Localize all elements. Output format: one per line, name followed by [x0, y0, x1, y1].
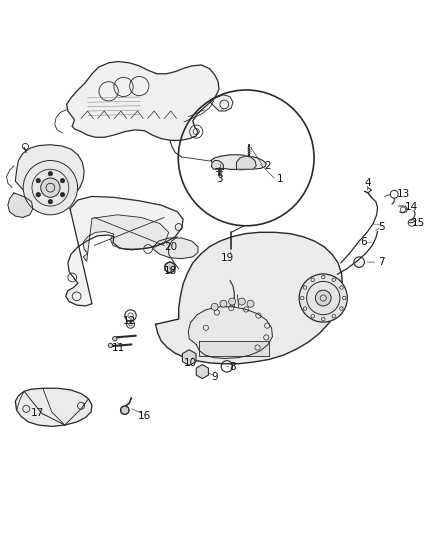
Text: 16: 16 — [138, 411, 151, 421]
Text: 19: 19 — [221, 253, 234, 263]
Text: 7: 7 — [378, 257, 385, 267]
Text: 18: 18 — [164, 266, 177, 276]
Circle shape — [247, 300, 254, 307]
Circle shape — [211, 303, 218, 310]
Polygon shape — [211, 155, 266, 169]
Polygon shape — [188, 307, 272, 359]
Polygon shape — [210, 95, 233, 111]
Circle shape — [108, 343, 113, 348]
Text: 1: 1 — [277, 174, 284, 184]
Text: 15: 15 — [412, 217, 425, 228]
Text: 17: 17 — [31, 408, 44, 418]
Polygon shape — [199, 341, 269, 356]
Circle shape — [48, 199, 53, 204]
Circle shape — [36, 179, 40, 183]
Text: 8: 8 — [229, 362, 236, 372]
Polygon shape — [15, 145, 84, 201]
Polygon shape — [212, 160, 223, 169]
Circle shape — [48, 172, 53, 176]
Text: 5: 5 — [378, 222, 385, 232]
Polygon shape — [155, 232, 343, 364]
Circle shape — [165, 262, 175, 273]
Text: 2: 2 — [264, 161, 271, 171]
Circle shape — [299, 274, 347, 322]
Circle shape — [220, 300, 227, 307]
Polygon shape — [15, 388, 92, 426]
Polygon shape — [8, 193, 33, 217]
Polygon shape — [237, 156, 256, 169]
Text: 13: 13 — [396, 189, 410, 199]
Circle shape — [120, 406, 129, 415]
Polygon shape — [66, 197, 183, 306]
Text: 9: 9 — [211, 372, 218, 382]
Circle shape — [229, 298, 236, 305]
Text: 6: 6 — [360, 237, 367, 247]
Polygon shape — [83, 215, 169, 261]
Circle shape — [315, 290, 331, 306]
Circle shape — [23, 160, 78, 215]
Circle shape — [60, 179, 65, 183]
Circle shape — [113, 336, 117, 341]
Circle shape — [36, 192, 40, 197]
Text: 10: 10 — [184, 358, 197, 368]
Text: 20: 20 — [164, 242, 177, 252]
Text: 14: 14 — [405, 203, 418, 212]
Text: 11: 11 — [112, 343, 125, 352]
Circle shape — [60, 192, 65, 197]
Text: 3: 3 — [215, 174, 223, 184]
Circle shape — [41, 178, 60, 197]
Polygon shape — [153, 238, 198, 259]
Polygon shape — [67, 61, 219, 140]
Text: 4: 4 — [364, 178, 371, 188]
Circle shape — [238, 298, 245, 305]
Text: 12: 12 — [123, 316, 136, 326]
